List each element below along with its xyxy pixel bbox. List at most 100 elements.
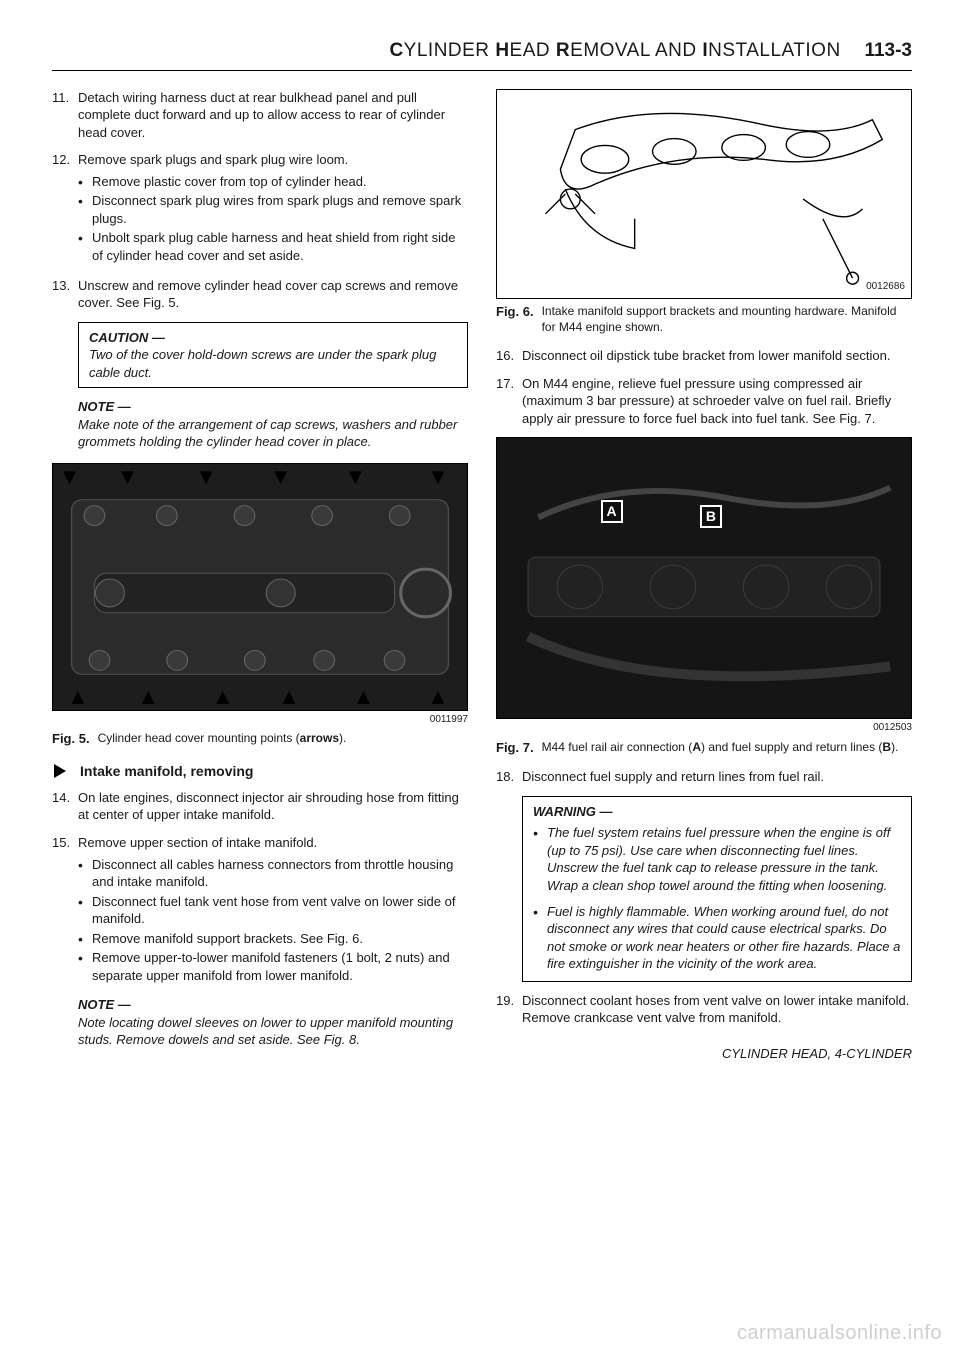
step-text: On late engines, disconnect injector air… [78,789,468,824]
t1: C [389,40,403,61]
bullet: Remove plastic cover from top of cylinde… [78,173,468,191]
caution-box: CAUTION — Two of the cover hold-down scr… [78,322,468,389]
caution-text: Two of the cover hold-down screws are un… [89,346,457,381]
fig7-svg [497,438,911,718]
fig6-svg [497,90,911,298]
down-arrow-icon: ▼ [427,463,449,492]
fig7-label-b: B [700,505,722,528]
watermark: carmanualsonline.info [737,1320,942,1347]
up-arrow-icon: ▲ [353,682,375,711]
header-title: CYLINDER HEAD REMOVAL AND INSTALLATION [389,40,846,61]
down-arrow-icon: ▼ [344,463,366,492]
step-text: Disconnect coolant hoses from vent valve… [522,992,912,1027]
fig-text: Cylinder head cover mounting points (arr… [98,730,468,748]
fig-label: Fig. 5. [52,730,90,748]
section-title: Intake manifold, removing [80,762,253,781]
step-text: Disconnect fuel supply and return lines … [522,768,912,786]
warning-box: WARNING — The fuel system retains fuel p… [522,796,912,982]
footer-section-title: CYLINDER HEAD, 4-CYLINDER [496,1045,912,1063]
step-15-bullets: Disconnect all cables harness connectors… [78,856,468,985]
warning-heading: WARNING — [533,803,901,821]
fig5-imgnum: 0011997 [52,713,468,727]
step-number: 17. [496,375,522,428]
up-arrow-icon: ▲ [137,682,159,711]
step-text: Remove upper section of intake manifold. [78,835,317,850]
caution-heading: CAUTION — [89,329,457,347]
page: CYLINDER HEAD REMOVAL AND INSTALLATION 1… [0,0,960,1357]
step-12-bullets: Remove plastic cover from top of cylinde… [78,173,468,265]
step-number: 19. [496,992,522,1027]
figure-5-image: ▼▼▼▼▼▼▲▲▲▲▲▲ [52,463,468,711]
right-arrow-icon [52,762,70,780]
t8: NSTALLATION [708,40,841,61]
note-block-2: NOTE — Note locating dowel sleeves on lo… [78,996,468,1049]
step-14: 14. On late engines, disconnect injector… [52,789,468,824]
step-number: 13. [52,277,78,312]
figure-6-image: 0012686 [496,89,912,299]
step-text: Disconnect oil dipstick tube bracket fro… [522,347,912,365]
down-arrow-icon: ▼ [59,463,81,492]
step-text: Detach wiring harness duct at rear bulkh… [78,89,468,142]
up-arrow-icon: ▲ [278,682,300,711]
step-text: Remove spark plugs and spark plug wire l… [78,152,348,167]
step-17: 17. On M44 engine, relieve fuel pressure… [496,375,912,428]
step-number: 11. [52,89,78,142]
figure-6-caption: Fig. 6. Intake manifold support brackets… [496,303,912,335]
up-arrow-icon: ▲ [212,682,234,711]
fig7-imgnum: 0012503 [496,721,912,735]
fig5-svg [53,464,467,710]
bullet: Disconnect spark plug wires from spark p… [78,192,468,227]
step-15: 15. Remove upper section of intake manif… [52,834,468,986]
steps-18: 18. Disconnect fuel supply and return li… [496,768,912,786]
steps-16-17: 16. Disconnect oil dipstick tube bracket… [496,347,912,427]
step-body: Remove upper section of intake manifold.… [78,834,468,986]
up-arrow-icon: ▲ [427,682,449,711]
note-text: Note locating dowel sleeves on lower to … [78,1014,468,1049]
steps-19: 19. Disconnect coolant hoses from vent v… [496,992,912,1027]
page-header: CYLINDER HEAD REMOVAL AND INSTALLATION 1… [52,38,912,71]
left-column: 11. Detach wiring harness duct at rear b… [52,89,468,1063]
step-number: 15. [52,834,78,986]
bullet: Remove upper-to-lower manifold fasteners… [78,949,468,984]
t3: H [495,40,509,61]
t6: EMOVAL AND [570,40,702,61]
step-19: 19. Disconnect coolant hoses from vent v… [496,992,912,1027]
step-number: 12. [52,151,78,266]
steps-11-13: 11. Detach wiring harness duct at rear b… [52,89,468,312]
figure-7-caption: Fig. 7. M44 fuel rail air connection (A)… [496,739,912,757]
note-heading: NOTE — [78,996,468,1014]
fig-label: Fig. 7. [496,739,534,757]
step-body: Remove spark plugs and spark plug wire l… [78,151,468,266]
warning-bullets: The fuel system retains fuel pressure wh… [533,824,901,972]
step-13: 13. Unscrew and remove cylinder head cov… [52,277,468,312]
step-number: 16. [496,347,522,365]
t2: YLINDER [404,40,496,61]
step-number: 18. [496,768,522,786]
step-text: On M44 engine, relieve fuel pressure usi… [522,375,912,428]
t4: EAD [510,40,556,61]
steps-14-15: 14. On late engines, disconnect injector… [52,789,468,986]
down-arrow-icon: ▼ [195,463,217,492]
step-12: 12. Remove spark plugs and spark plug wi… [52,151,468,266]
down-arrow-icon: ▼ [270,463,292,492]
bullet: Remove manifold support brackets. See Fi… [78,930,468,948]
note-heading: NOTE — [78,398,468,416]
fig-text: Intake manifold support brackets and mou… [542,303,912,335]
step-16: 16. Disconnect oil dipstick tube bracket… [496,347,912,365]
step-11: 11. Detach wiring harness duct at rear b… [52,89,468,142]
step-18: 18. Disconnect fuel supply and return li… [496,768,912,786]
header-page-number: 113-3 [864,40,912,61]
bullet: Unbolt spark plug cable harness and heat… [78,229,468,264]
warning-bullet: The fuel system retains fuel pressure wh… [533,824,901,894]
step-text: Unscrew and remove cylinder head cover c… [78,277,468,312]
two-column-layout: 11. Detach wiring harness duct at rear b… [52,89,912,1063]
note-text: Make note of the arrangement of cap scre… [78,416,468,451]
figure-5-caption: Fig. 5. Cylinder head cover mounting poi… [52,730,468,748]
bullet: Disconnect all cables harness connectors… [78,856,468,891]
t5: R [556,40,570,61]
down-arrow-icon: ▼ [117,463,139,492]
fig-text: M44 fuel rail air connection (A) and fue… [542,739,912,757]
fig7-label-a: A [601,500,623,523]
bullet: Disconnect fuel tank vent hose from vent… [78,893,468,928]
step-number: 14. [52,789,78,824]
